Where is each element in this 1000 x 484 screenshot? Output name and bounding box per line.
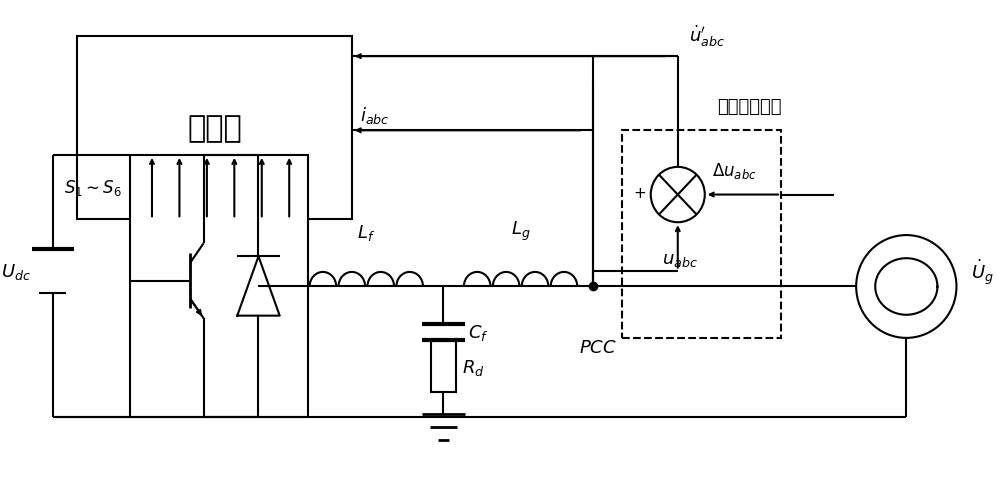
Text: 扰动注入模块: 扰动注入模块: [717, 98, 782, 116]
Text: $R_d$: $R_d$: [462, 357, 484, 377]
Text: $U_{dc}$: $U_{dc}$: [1, 262, 31, 282]
Bar: [622, 131, 781, 338]
Text: $PCC$: $PCC$: [579, 338, 617, 356]
Text: +: +: [633, 186, 646, 201]
Text: $L_f$: $L_f$: [357, 223, 375, 242]
Text: $i_{abc}$: $i_{abc}$: [360, 105, 389, 126]
Text: $L_g$: $L_g$: [511, 219, 530, 242]
Bar: [77, 37, 352, 220]
Text: $C_f$: $C_f$: [468, 322, 488, 342]
Text: $\dot{u}^{\prime}_{abc}$: $\dot{u}^{\prime}_{abc}$: [689, 24, 725, 49]
Text: $\Delta u_{abc}$: $\Delta u_{abc}$: [712, 160, 757, 181]
Bar: [431, 341, 456, 393]
Text: 控制器: 控制器: [187, 114, 242, 143]
Text: $\dot{U}_g$: $\dot{U}_g$: [971, 257, 994, 287]
Bar: [130, 156, 308, 417]
Text: $S_1 \sim S_6$: $S_1 \sim S_6$: [64, 178, 122, 198]
Text: $u_{abc}$: $u_{abc}$: [662, 250, 698, 268]
